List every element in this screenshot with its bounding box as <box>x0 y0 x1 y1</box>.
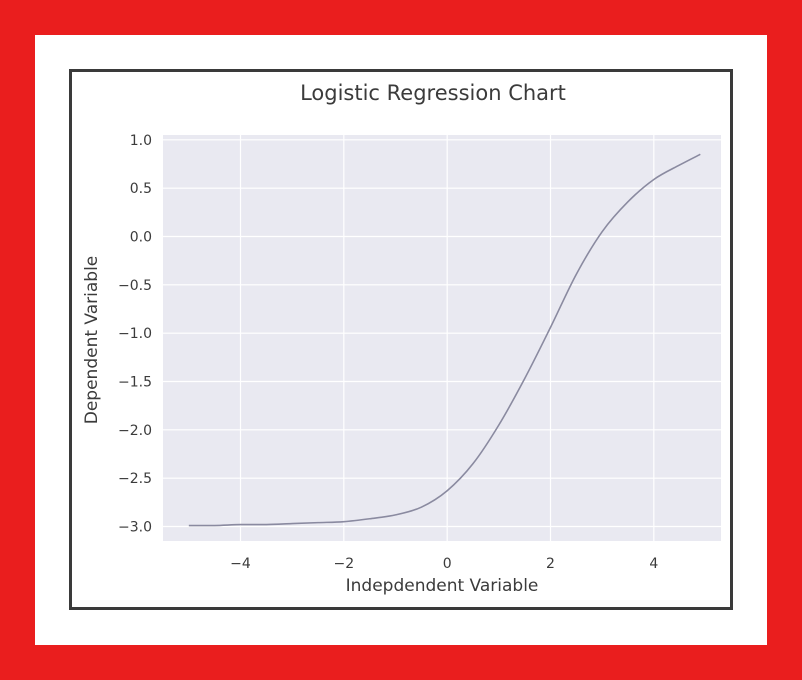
x-tick-label: −4 <box>230 556 251 572</box>
y-tick-label: 0.5 <box>130 181 152 197</box>
x-tick-label: 4 <box>649 556 658 572</box>
y-tick-label: −3.0 <box>118 520 152 536</box>
x-axis-label: Indepdendent Variable <box>346 576 539 596</box>
y-tick-label: −0.5 <box>118 278 152 294</box>
y-tick-label: −1.0 <box>118 326 152 342</box>
y-tick-label: −1.5 <box>118 375 152 391</box>
series-group <box>188 153 701 527</box>
y-tick-label: 1.0 <box>130 133 152 149</box>
y-tick-label: −2.0 <box>118 423 152 439</box>
grid-lines <box>163 135 721 541</box>
chart-title: Logistic Regression Chart <box>300 81 566 105</box>
plot-area <box>163 135 721 541</box>
x-tick-label: 2 <box>546 556 555 572</box>
y-tick-label: 0.0 <box>130 230 152 246</box>
y-axis-label: Dependent Variable <box>82 256 102 425</box>
y-tick-labels: 1.0 0.5 0.0 −0.5 −1.0 −1.5 −2.0 −2.5 −3.0 <box>118 133 152 536</box>
series-line <box>188 153 701 527</box>
x-tick-labels: −4 −2 0 2 4 <box>230 556 658 572</box>
x-tick-label: 0 <box>443 556 452 572</box>
x-tick-label: −2 <box>334 556 355 572</box>
y-tick-label: −2.5 <box>118 471 152 487</box>
